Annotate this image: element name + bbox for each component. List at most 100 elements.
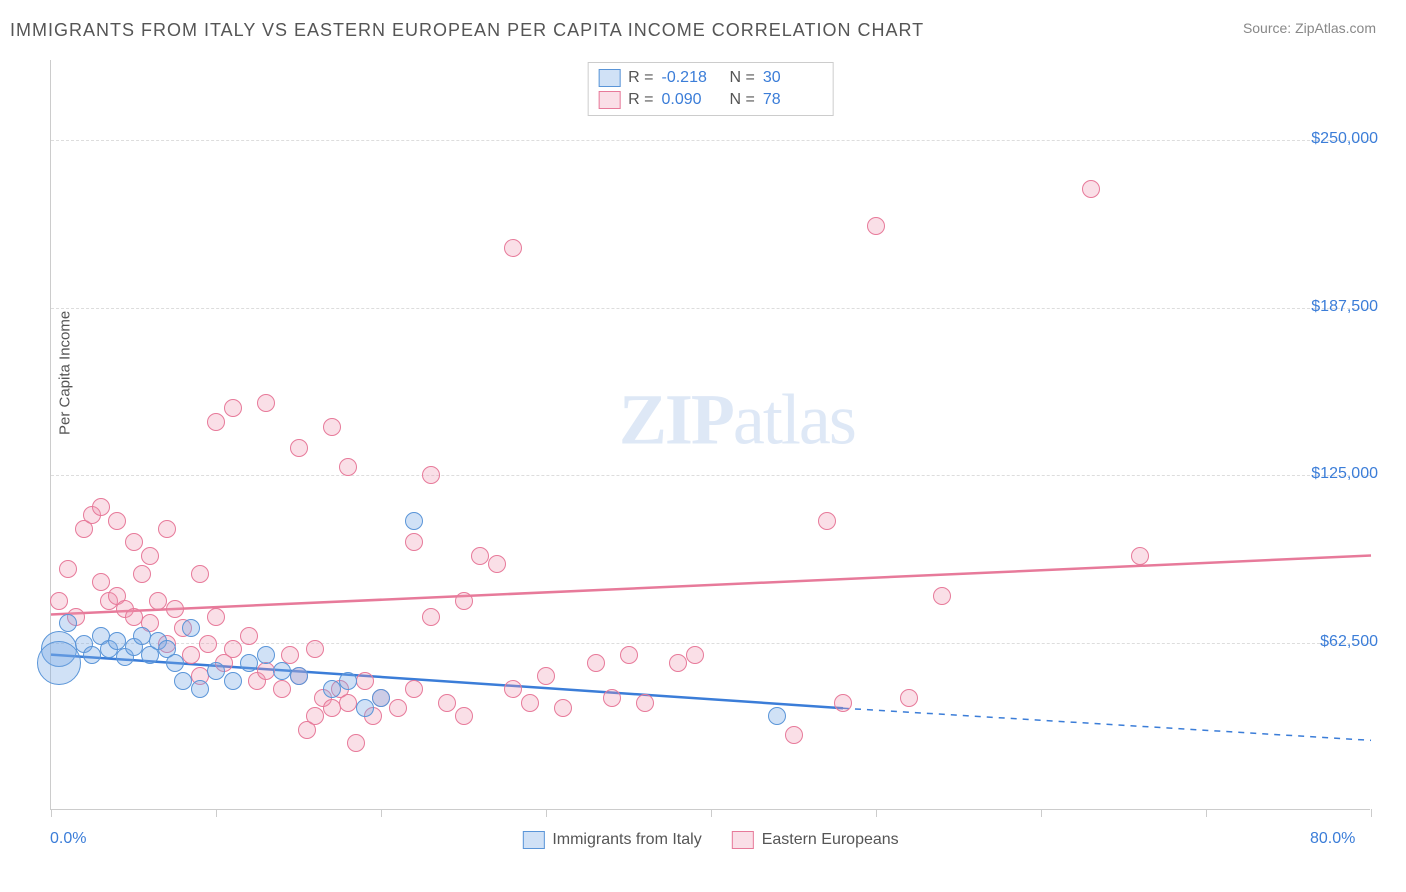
data-point: [455, 707, 473, 725]
data-point: [422, 466, 440, 484]
legend-swatch: [522, 831, 544, 849]
data-point: [900, 689, 918, 707]
data-point: [257, 394, 275, 412]
data-point: [323, 418, 341, 436]
x-tick: [546, 809, 547, 817]
data-point: [405, 533, 423, 551]
data-point: [290, 667, 308, 685]
data-point: [257, 646, 275, 664]
data-point: [273, 662, 291, 680]
chart-title: IMMIGRANTS FROM ITALY VS EASTERN EUROPEA…: [10, 20, 924, 41]
data-point: [521, 694, 539, 712]
data-point: [273, 680, 291, 698]
data-point: [504, 239, 522, 257]
data-point: [174, 672, 192, 690]
data-point: [933, 587, 951, 605]
data-point: [207, 413, 225, 431]
data-point: [240, 654, 258, 672]
x-tick: [1041, 809, 1042, 817]
series-legend: Immigrants from Italy Eastern Europeans: [522, 831, 898, 849]
data-point: [867, 217, 885, 235]
data-point: [191, 565, 209, 583]
x-tick: [1371, 809, 1372, 817]
data-point: [199, 635, 217, 653]
legend-stat-row: R = -0.218N = 30: [598, 67, 823, 89]
data-point: [438, 694, 456, 712]
data-point: [133, 565, 151, 583]
data-point: [83, 646, 101, 664]
x-tick: [216, 809, 217, 817]
legend-swatch: [598, 91, 620, 109]
data-point: [306, 640, 324, 658]
data-point: [92, 573, 110, 591]
data-point: [537, 667, 555, 685]
data-point: [356, 672, 374, 690]
data-point: [133, 627, 151, 645]
data-point: [141, 547, 159, 565]
data-point: [257, 662, 275, 680]
data-point: [471, 547, 489, 565]
data-point: [125, 608, 143, 626]
data-point: [339, 458, 357, 476]
data-point: [149, 592, 167, 610]
data-point: [182, 619, 200, 637]
data-point: [603, 689, 621, 707]
data-point: [166, 600, 184, 618]
data-point: [1082, 180, 1100, 198]
data-point: [158, 520, 176, 538]
data-point: [347, 734, 365, 752]
data-point: [191, 680, 209, 698]
data-point: [125, 533, 143, 551]
data-point: [339, 672, 357, 690]
data-point: [686, 646, 704, 664]
data-point: [207, 662, 225, 680]
source-attribution: Source: ZipAtlas.com: [1243, 20, 1376, 36]
data-point: [37, 641, 81, 685]
data-point: [166, 654, 184, 672]
plot-area: Per Capita Income ZIPatlas R = -0.218N =…: [50, 60, 1370, 810]
data-point: [1131, 547, 1149, 565]
data-point: [224, 640, 242, 658]
data-point: [323, 680, 341, 698]
data-point: [59, 560, 77, 578]
data-point: [455, 592, 473, 610]
y-tick-label: $250,000: [1311, 130, 1378, 148]
data-point: [834, 694, 852, 712]
y-tick-label: $125,000: [1311, 465, 1378, 483]
x-tick-label: 80.0%: [1310, 830, 1355, 848]
data-point: [669, 654, 687, 672]
data-point: [207, 608, 225, 626]
data-point: [768, 707, 786, 725]
legend-series-item: Immigrants from Italy: [522, 831, 701, 849]
trend-lines: [51, 60, 1370, 809]
data-point: [372, 689, 390, 707]
data-point: [587, 654, 605, 672]
data-point: [306, 707, 324, 725]
data-point: [356, 699, 374, 717]
legend-stat-row: R = 0.090N = 78: [598, 89, 823, 111]
y-tick-label: $187,500: [1311, 298, 1378, 316]
data-point: [620, 646, 638, 664]
data-point: [504, 680, 522, 698]
legend-series-item: Eastern Europeans: [732, 831, 899, 849]
data-point: [224, 399, 242, 417]
data-point: [59, 614, 77, 632]
x-tick: [711, 809, 712, 817]
data-point: [405, 680, 423, 698]
data-point: [554, 699, 572, 717]
data-point: [182, 646, 200, 664]
x-tick: [1206, 809, 1207, 817]
data-point: [290, 439, 308, 457]
x-tick: [381, 809, 382, 817]
stats-legend: R = -0.218N = 30R = 0.090N = 78: [587, 62, 834, 116]
data-point: [108, 512, 126, 530]
data-point: [50, 592, 68, 610]
data-point: [636, 694, 654, 712]
x-tick: [51, 809, 52, 817]
data-point: [389, 699, 407, 717]
data-point: [339, 694, 357, 712]
data-point: [405, 512, 423, 530]
data-point: [224, 672, 242, 690]
x-tick: [876, 809, 877, 817]
y-tick-label: $62,500: [1320, 633, 1378, 651]
